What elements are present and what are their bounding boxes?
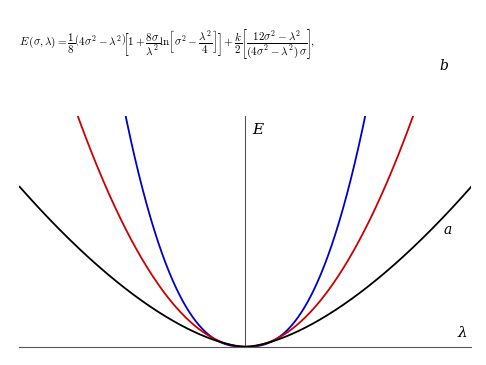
Text: λ: λ: [457, 326, 467, 340]
Text: $E\,(\sigma, \lambda) = \dfrac{1}{8}\left(4\sigma^2 - \lambda^2\right)\!\left[1 : $E\,(\sigma, \lambda) = \dfrac{1}{8}\lef…: [19, 27, 315, 61]
Text: a: a: [443, 223, 451, 237]
Text: b: b: [439, 58, 448, 73]
Text: E: E: [252, 123, 263, 137]
